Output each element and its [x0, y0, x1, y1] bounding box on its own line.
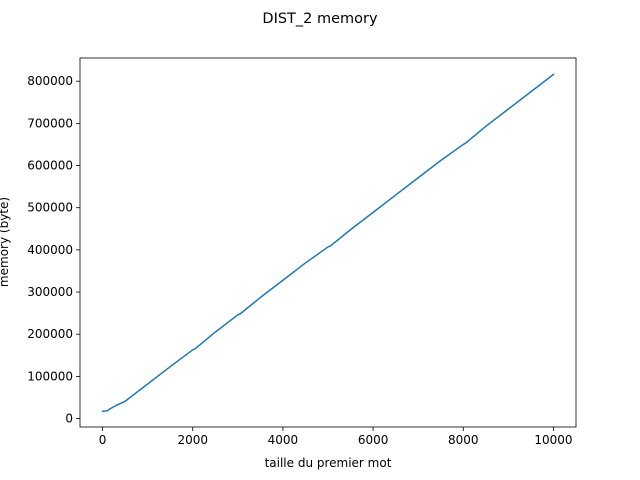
- y-axis-label: memory (byte): [0, 197, 11, 287]
- chart-title: DIST_2 memory: [262, 11, 378, 27]
- plot-area: [101, 73, 555, 413]
- y-tick-label: 300000: [27, 285, 73, 299]
- y-tick-label: 800000: [27, 74, 73, 88]
- y-tick-label: 600000: [27, 159, 73, 173]
- y-tick-label: 0: [65, 412, 73, 426]
- plot-frame: [79, 57, 577, 428]
- y-tick-label: 200000: [27, 327, 73, 341]
- x-tick-label: 10000: [534, 433, 572, 447]
- y-tick-label: 500000: [27, 201, 73, 215]
- x-tick-label: 6000: [358, 433, 389, 447]
- y-tick-label: 100000: [27, 369, 73, 383]
- x-tick-label: 0: [99, 433, 107, 447]
- x-tick-label: 4000: [268, 433, 299, 447]
- x-tick-label: 8000: [448, 433, 479, 447]
- y-tick-label: 400000: [27, 243, 73, 257]
- x-axis-label: taille du premier mot: [265, 456, 392, 470]
- y-axis: 0 100000 200000 300000 400000 500000 600000 700…: [27, 74, 80, 426]
- x-tick-label: 2000: [177, 433, 208, 447]
- x-axis: 0 2000 4000 6000 8000 10000: [99, 427, 573, 447]
- series-line-0: [101, 73, 555, 413]
- y-tick-label: 700000: [27, 116, 73, 130]
